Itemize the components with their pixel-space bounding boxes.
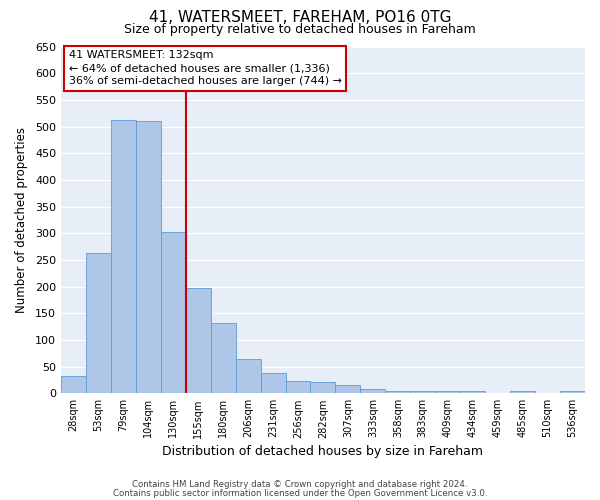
Bar: [310, 382, 335, 394]
Bar: [335, 386, 361, 394]
Bar: [186, 288, 211, 394]
Text: 41 WATERSMEET: 132sqm
← 64% of detached houses are smaller (1,336)
36% of semi-d: 41 WATERSMEET: 132sqm ← 64% of detached …: [69, 50, 342, 86]
Bar: [460, 390, 485, 394]
Text: 41, WATERSMEET, FAREHAM, PO16 0TG: 41, WATERSMEET, FAREHAM, PO16 0TG: [149, 10, 451, 25]
Bar: [560, 391, 585, 394]
Bar: [385, 390, 410, 394]
X-axis label: Distribution of detached houses by size in Fareham: Distribution of detached houses by size …: [163, 444, 484, 458]
Bar: [260, 372, 286, 394]
Bar: [136, 120, 161, 394]
Bar: [535, 393, 560, 394]
Bar: [86, 253, 111, 394]
Bar: [286, 381, 310, 394]
Bar: [410, 391, 435, 394]
Text: Contains public sector information licensed under the Open Government Licence v3: Contains public sector information licen…: [113, 488, 487, 498]
Bar: [485, 393, 510, 394]
Bar: [435, 391, 460, 394]
Y-axis label: Number of detached properties: Number of detached properties: [15, 127, 28, 313]
Text: Size of property relative to detached houses in Fareham: Size of property relative to detached ho…: [124, 22, 476, 36]
Bar: [361, 389, 385, 394]
Bar: [111, 120, 136, 394]
Bar: [211, 324, 236, 394]
Bar: [61, 376, 86, 394]
Text: Contains HM Land Registry data © Crown copyright and database right 2024.: Contains HM Land Registry data © Crown c…: [132, 480, 468, 489]
Bar: [161, 232, 186, 394]
Bar: [236, 359, 260, 394]
Bar: [510, 390, 535, 394]
